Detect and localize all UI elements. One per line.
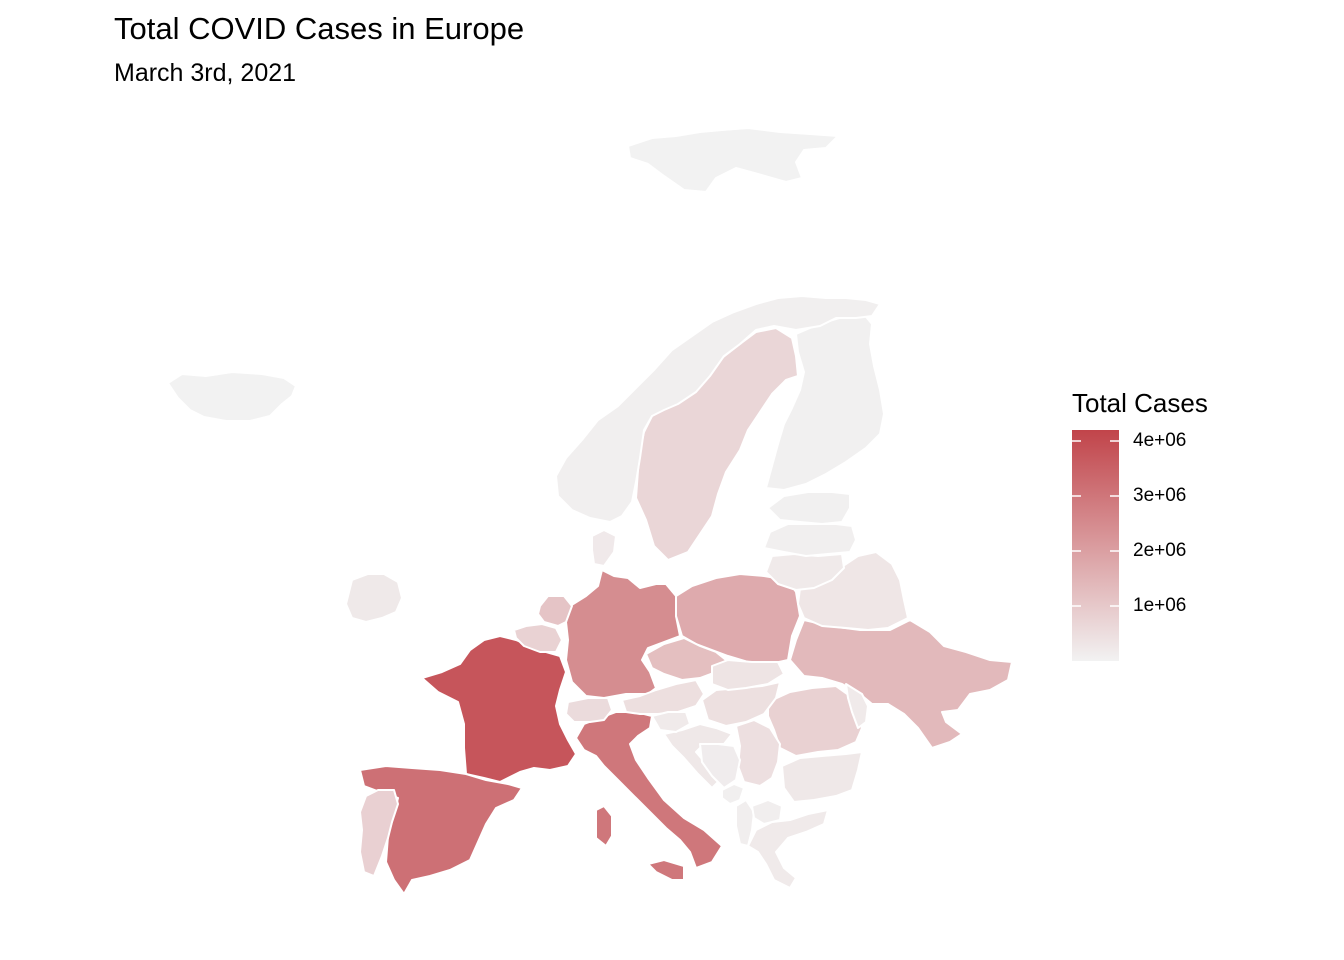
country-belgium bbox=[513, 623, 563, 653]
country-norway bbox=[555, 295, 881, 523]
map-subtitle: March 3rd, 2021 bbox=[114, 59, 297, 87]
country-netherlands bbox=[537, 595, 573, 627]
country-switzerland bbox=[565, 697, 613, 723]
country-austria bbox=[621, 679, 705, 715]
country-ireland bbox=[345, 573, 403, 623]
country-bulgaria bbox=[781, 751, 863, 803]
country-slovakia bbox=[711, 659, 785, 691]
country-latvia bbox=[763, 523, 857, 557]
country-ukraine bbox=[789, 619, 1013, 749]
country-greece bbox=[747, 809, 829, 889]
legend-tick-label: 1e+06 bbox=[1133, 595, 1187, 616]
country-moldova bbox=[845, 683, 869, 729]
country-north-macedonia bbox=[751, 799, 783, 825]
country-svalbard bbox=[627, 127, 839, 193]
country-estonia bbox=[767, 491, 851, 525]
country-italy bbox=[575, 711, 723, 881]
country-lithuania bbox=[765, 553, 845, 591]
country-bosnia-and-herzegovina bbox=[699, 743, 741, 789]
map-title: Total COVID Cases in Europe bbox=[114, 11, 525, 46]
legend-tick-label: 3e+06 bbox=[1133, 485, 1187, 506]
legend-colorbar bbox=[1072, 430, 1119, 661]
legend-title: Total Cases bbox=[1072, 388, 1208, 418]
country-montenegro bbox=[721, 783, 745, 805]
country-france bbox=[421, 635, 577, 783]
country-germany bbox=[565, 569, 681, 699]
country-denmark bbox=[591, 529, 617, 567]
country-belarus bbox=[797, 551, 909, 631]
legend-tick-label: 4e+06 bbox=[1133, 430, 1187, 451]
country-portugal bbox=[359, 789, 399, 877]
country-albania bbox=[735, 799, 755, 847]
legend-tick-label: 2e+06 bbox=[1133, 540, 1187, 561]
country-iceland bbox=[167, 371, 297, 422]
country-slovenia bbox=[651, 711, 691, 733]
country-croatia bbox=[663, 723, 733, 789]
